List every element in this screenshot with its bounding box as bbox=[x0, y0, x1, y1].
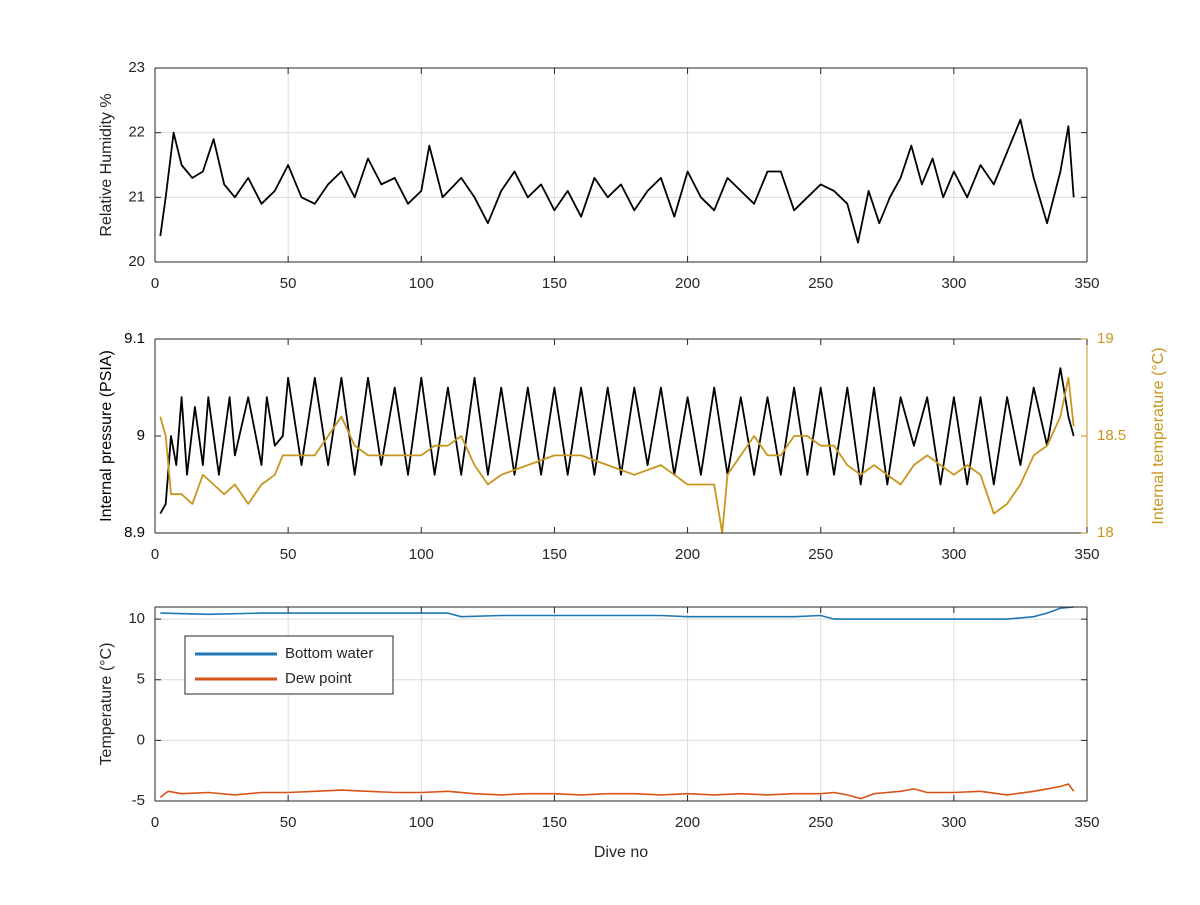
y-tick-label: 22 bbox=[128, 124, 145, 141]
x-tick-label: 50 bbox=[280, 275, 297, 292]
x-tick-label: 200 bbox=[675, 546, 700, 563]
x-tick-label: 200 bbox=[675, 275, 700, 292]
x-tick-label: 250 bbox=[808, 546, 833, 563]
x-tick-label: 0 bbox=[151, 814, 159, 831]
x-tick-label: 150 bbox=[542, 814, 567, 831]
y2-axis-label: Internal temperature (°C) bbox=[1150, 347, 1167, 524]
x-tick-label: 350 bbox=[1074, 275, 1099, 292]
y2-tick-label: 18 bbox=[1097, 524, 1114, 541]
y-tick-label: 9.1 bbox=[124, 330, 145, 347]
y-axis-label: Relative Humidity % bbox=[98, 93, 115, 236]
x-tick-label: 300 bbox=[941, 275, 966, 292]
y2-tick-label: 19 bbox=[1097, 330, 1114, 347]
x-tick-label: 150 bbox=[542, 546, 567, 563]
legend-label: Dew point bbox=[285, 670, 353, 687]
x-tick-label: 50 bbox=[280, 546, 297, 563]
legend-label: Bottom water bbox=[285, 645, 373, 662]
series-line-bottom-water bbox=[160, 606, 1074, 620]
x-tick-label: 100 bbox=[409, 275, 434, 292]
x-tick-label: 350 bbox=[1074, 814, 1099, 831]
series-line-p1-s0 bbox=[159, 367, 1075, 515]
y-tick-label: 10 bbox=[128, 610, 145, 627]
x-tick-label: 0 bbox=[151, 546, 159, 563]
x-tick-label: 250 bbox=[808, 275, 833, 292]
y-tick-label: 5 bbox=[137, 671, 145, 688]
x-tick-label: 0 bbox=[151, 275, 159, 292]
x-tick-label: 350 bbox=[1074, 546, 1099, 563]
x-tick-label: 300 bbox=[941, 814, 966, 831]
y-tick-label: 8.9 bbox=[124, 524, 145, 541]
x-tick-label: 100 bbox=[409, 814, 434, 831]
x-tick-label: 150 bbox=[542, 275, 567, 292]
series-line-dew-point bbox=[159, 783, 1075, 800]
y2-tick-label: 18.5 bbox=[1097, 427, 1126, 444]
y-tick-label: 0 bbox=[137, 731, 145, 748]
y-tick-label: 9 bbox=[137, 427, 145, 444]
series-line-p0-s0 bbox=[159, 118, 1075, 244]
legend-box bbox=[184, 635, 394, 695]
series-line-p1-s1 bbox=[159, 376, 1075, 534]
y-tick-label: 23 bbox=[128, 59, 145, 76]
x-tick-label: 50 bbox=[280, 814, 297, 831]
y-tick-label: -5 bbox=[132, 792, 145, 809]
x-axis-label: Dive no bbox=[594, 844, 648, 861]
y-tick-label: 20 bbox=[128, 253, 145, 270]
x-tick-label: 250 bbox=[808, 814, 833, 831]
x-tick-label: 100 bbox=[409, 546, 434, 563]
x-tick-label: 200 bbox=[675, 814, 700, 831]
y-axis-label: Temperature (°C) bbox=[98, 643, 115, 766]
y-axis-label: Internal pressure (PSIA) bbox=[98, 350, 115, 522]
y-tick-label: 21 bbox=[128, 188, 145, 205]
x-tick-label: 300 bbox=[941, 546, 966, 563]
